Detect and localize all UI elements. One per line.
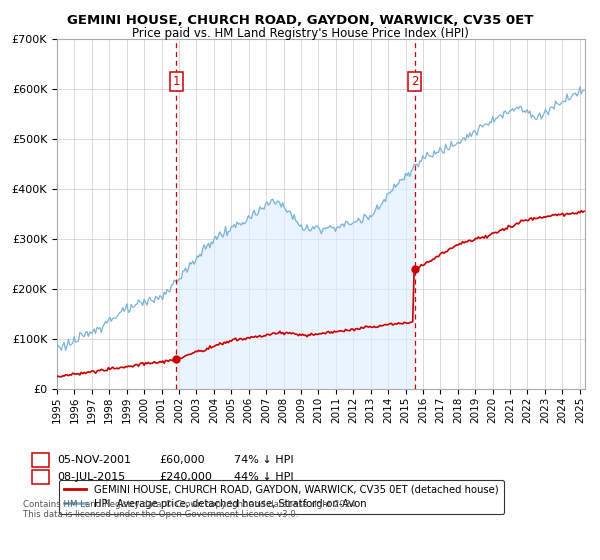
Text: 1: 1	[173, 74, 180, 88]
Text: 2: 2	[37, 472, 44, 482]
Text: 2: 2	[411, 74, 418, 88]
Text: This data is licensed under the Open Government Licence v3.0.: This data is licensed under the Open Gov…	[23, 510, 298, 519]
Text: 74% ↓ HPI: 74% ↓ HPI	[234, 455, 293, 465]
Text: Contains HM Land Registry data © Crown copyright and database right 2024.: Contains HM Land Registry data © Crown c…	[23, 500, 358, 508]
Text: 08-JUL-2015: 08-JUL-2015	[57, 472, 125, 482]
Legend: GEMINI HOUSE, CHURCH ROAD, GAYDON, WARWICK, CV35 0ET (detached house), HPI: Aver: GEMINI HOUSE, CHURCH ROAD, GAYDON, WARWI…	[59, 480, 504, 514]
Text: Price paid vs. HM Land Registry's House Price Index (HPI): Price paid vs. HM Land Registry's House …	[131, 27, 469, 40]
Text: 44% ↓ HPI: 44% ↓ HPI	[234, 472, 293, 482]
Text: GEMINI HOUSE, CHURCH ROAD, GAYDON, WARWICK, CV35 0ET: GEMINI HOUSE, CHURCH ROAD, GAYDON, WARWI…	[67, 14, 533, 27]
Text: 1: 1	[37, 455, 44, 465]
Text: £240,000: £240,000	[159, 472, 212, 482]
Text: £60,000: £60,000	[159, 455, 205, 465]
Text: 05-NOV-2001: 05-NOV-2001	[57, 455, 131, 465]
